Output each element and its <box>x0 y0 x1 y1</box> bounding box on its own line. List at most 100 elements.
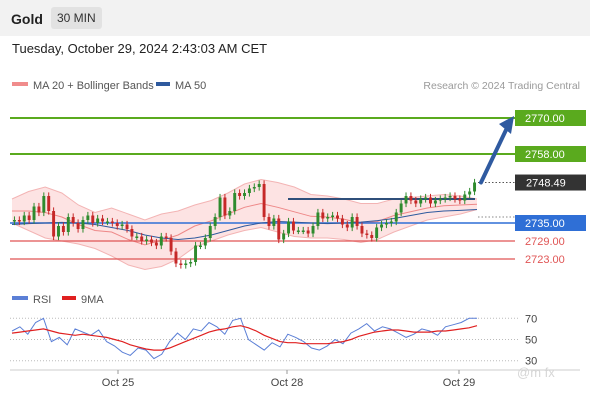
candle-body <box>76 223 80 229</box>
candle-body <box>277 218 281 240</box>
rsi-tick-label: 70 <box>525 313 537 325</box>
candle-body <box>282 233 286 240</box>
candle-body <box>301 230 305 232</box>
candle-body <box>384 223 388 225</box>
candle-body <box>66 217 70 232</box>
candle-body <box>179 263 183 265</box>
candle-body <box>340 218 344 225</box>
candle-body <box>448 196 452 198</box>
bollinger-ma20-line <box>12 202 478 246</box>
instrument-title: Gold <box>11 11 43 27</box>
candle-body <box>291 221 295 231</box>
candle-body <box>208 226 212 238</box>
candle-body <box>311 226 315 234</box>
ma50-legend-swatch <box>156 82 170 86</box>
candle-body <box>37 206 41 213</box>
current-price-badge <box>515 174 586 191</box>
candle-body <box>365 233 369 235</box>
resistance-level-label-2770.00: 2770.00 <box>525 113 565 125</box>
candle-body <box>91 215 95 223</box>
candle-body <box>130 229 134 237</box>
candle-body <box>61 226 65 232</box>
forecast-arrow-shaft <box>479 128 508 185</box>
bollinger-lower-line <box>11 209 478 271</box>
candle-body <box>404 196 408 204</box>
pivot-level-label-2735.00: 2735.00 <box>525 218 565 230</box>
candle-body <box>115 223 119 226</box>
candle-body <box>140 236 144 241</box>
resistance-level-badge-2770.00 <box>515 110 586 126</box>
candle-body <box>12 220 16 222</box>
timeframe-button[interactable]: 30 MIN <box>51 7 102 29</box>
candle-body <box>453 196 457 199</box>
rsi-legend-label: RSI <box>33 294 51 306</box>
candle-body <box>247 188 251 193</box>
resistance-level-label-2758.00: 2758.00 <box>525 149 565 161</box>
bollinger-band-area <box>12 179 477 270</box>
candle-body <box>198 245 202 247</box>
candle-body <box>419 199 423 204</box>
candle-body <box>110 221 114 223</box>
candle-body <box>52 211 56 237</box>
candle-body <box>243 193 246 196</box>
candle-body <box>429 197 432 204</box>
candle-body <box>22 215 26 222</box>
candle-body <box>360 226 364 234</box>
candle-body <box>399 203 403 213</box>
candle-body <box>287 221 291 234</box>
candle-body <box>438 199 442 201</box>
ma9-legend-label: 9MA <box>81 294 104 306</box>
x-tick-label: Oct 29 <box>443 377 475 389</box>
rsi-tick-label: 30 <box>525 356 537 368</box>
candle-body <box>336 215 339 219</box>
candle-body <box>71 217 75 223</box>
candle-body <box>257 184 261 187</box>
price-panel: 2770.00 2758.00 2748.49 2735.00 2729.00 2723.… <box>10 110 586 271</box>
candle-body <box>443 197 447 199</box>
candle-body <box>218 197 222 217</box>
candle-body <box>164 236 168 238</box>
rsi-tick-label: 50 <box>525 335 537 347</box>
rsi-9ma-line <box>11 325 478 351</box>
candle-body <box>375 227 379 238</box>
candle-body <box>262 184 266 217</box>
candle-body <box>184 263 188 265</box>
candle-body <box>105 221 109 223</box>
candle-body <box>125 224 129 229</box>
x-tick-label: Oct 25 <box>102 377 134 389</box>
candle-body <box>233 193 237 211</box>
rsi-line <box>11 317 477 360</box>
candle-body <box>463 194 467 201</box>
candle-body <box>154 242 158 246</box>
candle-body <box>189 262 193 264</box>
candle-body <box>32 206 36 220</box>
candle-body <box>414 200 418 204</box>
candle-body <box>316 212 320 226</box>
candle-body <box>17 220 21 222</box>
candle-body <box>252 187 256 189</box>
timestamp: Tuesday, October 29, 2024 2:43:03 AM CET <box>12 41 268 56</box>
watermark-text: @m fx <box>517 365 555 380</box>
candle-body <box>150 239 153 243</box>
x-axis: Oct 25 Oct 28 Oct 29 <box>102 370 475 389</box>
candle-body <box>223 197 227 216</box>
support-level-label-2723.00: 2723.00 <box>525 254 565 266</box>
candle-body <box>272 218 276 226</box>
forecast-arrow-head <box>499 116 514 134</box>
candle-body <box>42 196 46 213</box>
candle-body <box>424 197 428 199</box>
candle-body <box>296 230 300 232</box>
candle-body <box>120 224 124 226</box>
resistance-level-badge-2758.00 <box>515 146 586 162</box>
rsi-legend-swatch <box>12 296 28 300</box>
candle-body <box>145 239 149 241</box>
candle-body <box>409 196 413 201</box>
candle-body <box>350 217 354 228</box>
ma9-legend-swatch <box>62 296 76 300</box>
candle-body <box>169 238 173 252</box>
candle-body <box>159 236 163 246</box>
ma50-line <box>11 209 478 241</box>
candle-body <box>355 217 359 226</box>
candle-body <box>267 217 271 226</box>
candle-body <box>57 226 60 237</box>
